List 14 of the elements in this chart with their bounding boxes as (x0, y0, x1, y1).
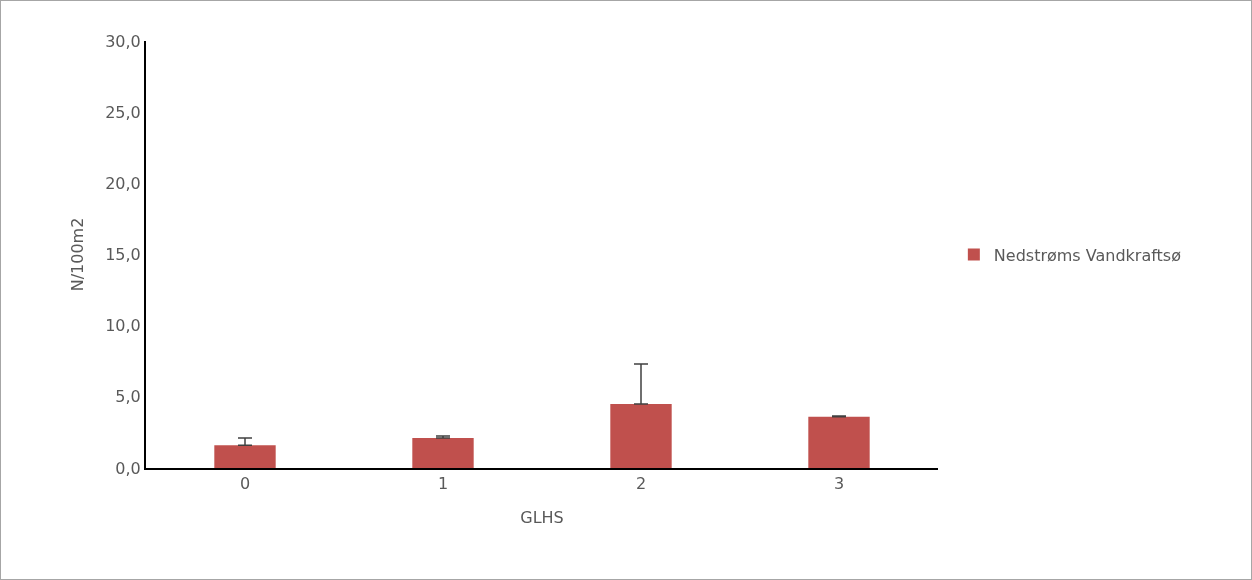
y-axis-title: N/100m2 (67, 217, 87, 292)
y-tick-label: 10,0 (105, 316, 141, 336)
y-tick-label: 15,0 (105, 245, 141, 265)
x-tick-label: 0 (239, 474, 251, 494)
x-tick-label: 3 (833, 474, 845, 494)
y-tick-label: 30,0 (105, 31, 141, 51)
y-tick-label: 20,0 (105, 173, 141, 193)
legend-label: Nedstrøms Vandkraftsø (993, 245, 1182, 265)
x-tick-label: 2 (635, 474, 647, 494)
x-axis-title: GLHS (520, 508, 564, 528)
y-tick-label: 0,0 (115, 458, 141, 478)
y-tick-label: 25,0 (105, 102, 141, 122)
x-tick-label: 1 (437, 474, 449, 494)
y-tick-label: 5,0 (115, 387, 141, 407)
